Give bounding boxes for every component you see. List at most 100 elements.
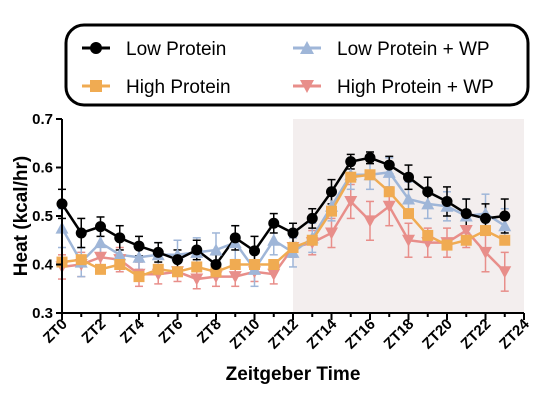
data-point-high-protein-wp	[190, 273, 204, 286]
data-point-low-protein	[499, 210, 511, 222]
data-point-low-protein	[364, 152, 376, 164]
data-point-high-protein	[114, 259, 126, 270]
data-point-high-protein-wp	[325, 227, 338, 240]
data-point-low-protein	[210, 259, 222, 270]
data-point-low-protein-wp	[421, 197, 435, 210]
y-tick-label: 0.4	[32, 257, 54, 274]
legend-item-low-protein-wp: Low Protein + WP	[293, 39, 490, 60]
legend-swatch-marker	[300, 80, 314, 93]
data-point-low-protein-wp	[132, 250, 146, 263]
data-point-high-protein	[95, 263, 106, 275]
legend: Low Protein High Protein Low Protein + WP H…	[64, 23, 530, 107]
x-axis-title: Zeitgeber Time	[226, 364, 361, 385]
data-point-high-protein-wp	[363, 215, 377, 228]
data-point-low-protein	[268, 217, 280, 229]
data-point-low-protein	[75, 227, 87, 239]
data-point-low-protein-wp	[498, 219, 512, 232]
legend-label: High Protein	[126, 77, 231, 98]
y-tick-label: 0.6	[32, 160, 53, 177]
data-point-high-protein	[268, 259, 280, 270]
data-point-high-protein	[152, 263, 164, 275]
data-point-low-protein-wp	[209, 243, 223, 256]
y-tick-label: 0.3	[32, 305, 53, 322]
data-point-low-protein	[191, 244, 203, 256]
x-tick-label: ZT18	[381, 316, 418, 353]
data-point-low-protein	[306, 212, 318, 224]
x-tick-label: ZT8	[194, 316, 225, 347]
data-point-high-protein	[172, 266, 183, 278]
legend-item-high-protein-wp: High Protein + WP	[293, 77, 494, 98]
data-point-high-protein	[326, 205, 337, 217]
data-point-low-protein	[345, 156, 357, 168]
data-point-low-protein-wp	[402, 192, 415, 205]
data-point-low-protein	[326, 186, 337, 198]
data-point-high-protein	[229, 259, 241, 270]
data-point-high-protein	[345, 171, 357, 183]
data-point-high-protein-wp	[479, 246, 492, 259]
x-tick-label: ZT20	[419, 316, 456, 353]
data-point-low-protein	[422, 186, 434, 198]
data-point-high-protein	[441, 239, 453, 251]
data-point-low-protein	[95, 221, 106, 233]
data-point-low-protein-wp	[113, 248, 127, 261]
data-point-low-protein	[249, 245, 260, 257]
data-point-low-protein-wp	[267, 233, 281, 246]
legend-label: High Protein + WP	[337, 77, 494, 98]
data-point-low-protein	[480, 212, 491, 224]
data-point-high-protein-wp	[498, 266, 512, 279]
data-point-low-protein-wp	[382, 165, 396, 178]
x-tick-label: ZT4	[117, 315, 148, 346]
data-point-high-protein	[249, 259, 260, 270]
legend-swatch-marker	[300, 41, 314, 54]
data-point-high-protein	[306, 234, 318, 246]
legend-item-high-protein: High Protein	[82, 77, 231, 98]
legend-frame	[64, 23, 530, 107]
legend-item-low-protein: Low Protein	[82, 39, 226, 60]
data-point-low-protein	[287, 227, 299, 239]
legend-label: Low Protein + WP	[337, 39, 490, 60]
data-point-high-protein	[460, 234, 472, 246]
y-tick-label: 0.5	[32, 208, 53, 225]
data-point-low-protein	[383, 159, 395, 171]
x-tick-label: ZT12	[265, 316, 302, 353]
x-tick-label: ZT24	[496, 315, 533, 352]
x-tick-label: ZT2	[78, 316, 109, 347]
data-point-low-protein	[172, 254, 183, 266]
data-point-low-protein	[460, 208, 472, 220]
data-point-low-protein	[114, 232, 126, 244]
data-point-high-protein-wp	[459, 225, 473, 238]
data-point-high-protein	[383, 186, 395, 198]
data-point-low-protein	[152, 246, 164, 258]
data-point-high-protein-wp	[94, 251, 107, 264]
legend-swatch-marker	[90, 80, 102, 92]
y-tick-label: 0.7	[32, 111, 53, 128]
data-point-high-protein-wp	[228, 271, 242, 284]
data-point-low-protein-wp	[94, 236, 107, 249]
x-tick-label: ZT22	[458, 316, 495, 353]
data-point-low-protein	[441, 195, 453, 207]
x-tick-label: ZT10	[227, 316, 264, 353]
data-point-low-protein	[403, 171, 414, 183]
x-tick-label: ZT14	[304, 315, 341, 352]
data-point-high-protein	[364, 169, 376, 181]
data-point-high-protein	[191, 261, 203, 273]
data-point-high-protein	[210, 266, 222, 278]
data-point-high-protein-wp	[402, 234, 415, 247]
legend-swatch-marker	[90, 42, 102, 54]
data-point-low-protein	[229, 232, 241, 244]
data-point-low-protein	[133, 240, 145, 252]
data-point-high-protein-wp	[344, 195, 358, 208]
data-point-high-protein	[287, 242, 299, 254]
data-point-high-protein	[480, 225, 491, 237]
data-point-high-protein	[499, 234, 511, 246]
data-point-high-protein	[403, 208, 414, 220]
data-point-high-protein-wp	[382, 200, 396, 213]
x-tick-label: ZT6	[155, 316, 186, 347]
data-point-high-protein-wp	[267, 268, 281, 281]
legend-label: Low Protein	[126, 39, 226, 60]
y-axis-title: Heat (kcal/hr)	[11, 156, 32, 276]
x-tick-label: ZT16	[342, 316, 379, 353]
data-point-high-protein	[75, 254, 87, 266]
data-point-high-protein	[422, 229, 434, 241]
